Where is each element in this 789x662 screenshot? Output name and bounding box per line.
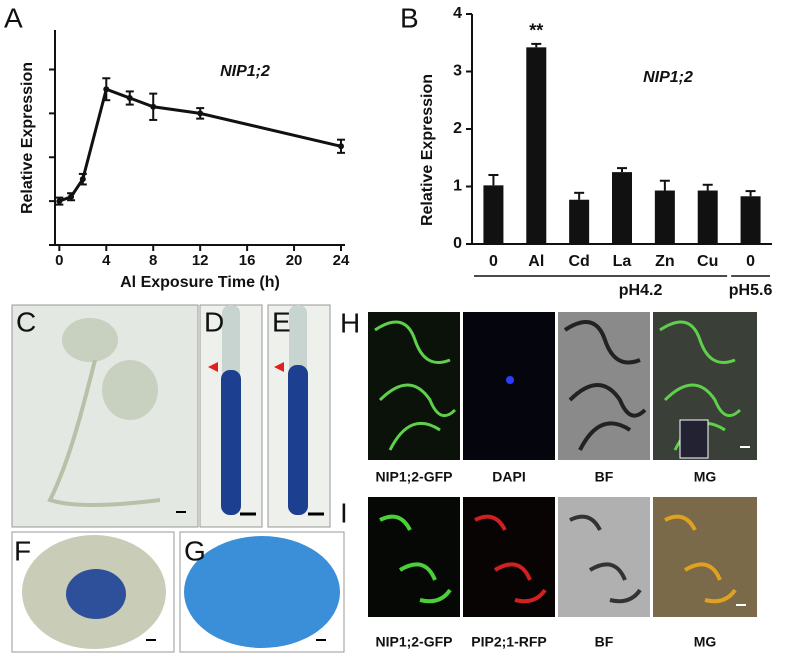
membrane bbox=[374, 320, 457, 451]
image-caption: PIP2;1-RFP bbox=[471, 634, 546, 650]
panel-label: C bbox=[16, 306, 36, 337]
y-axis-label: Relative Expression bbox=[419, 74, 436, 226]
dapi-image bbox=[463, 312, 555, 460]
group-label: pH4.2 bbox=[619, 282, 663, 299]
y-tick-label: 1 bbox=[453, 178, 462, 195]
point bbox=[197, 110, 204, 117]
bar bbox=[740, 196, 761, 244]
cotyledon bbox=[62, 318, 118, 362]
x-tick-label: 20 bbox=[286, 252, 303, 269]
x-tick-label: 8 bbox=[149, 252, 157, 269]
image-caption: BF bbox=[595, 634, 614, 650]
root bbox=[47, 359, 161, 507]
arrow bbox=[208, 362, 218, 372]
arrow bbox=[274, 362, 284, 372]
point bbox=[79, 176, 86, 183]
gfp-image bbox=[368, 497, 460, 617]
x-axis-label: Al Exposure Time (h) bbox=[120, 274, 280, 291]
x-tick-label: 0 bbox=[489, 253, 498, 270]
cotyledon bbox=[102, 360, 158, 420]
annotation: NIP1;2 bbox=[220, 63, 270, 80]
x-tick-label: Cd bbox=[568, 253, 589, 270]
point bbox=[126, 95, 133, 102]
bar bbox=[654, 190, 675, 244]
y-tick-label: 3 bbox=[453, 63, 462, 80]
x-tick-label: 16 bbox=[239, 252, 256, 269]
rfp-image bbox=[463, 497, 555, 617]
point bbox=[103, 86, 110, 93]
membrane bbox=[474, 514, 547, 604]
cell-wall bbox=[563, 320, 647, 451]
point bbox=[338, 143, 344, 150]
group-label: pH5.6 bbox=[729, 282, 773, 299]
membrane bbox=[664, 514, 737, 604]
gus-stain bbox=[288, 365, 308, 515]
image-caption: DAPI bbox=[492, 469, 525, 485]
point bbox=[150, 103, 157, 110]
panel-label: F bbox=[14, 535, 31, 566]
image-caption: BF bbox=[595, 469, 614, 485]
bar bbox=[612, 172, 632, 244]
nucleus bbox=[506, 376, 514, 384]
bar bbox=[526, 47, 547, 244]
image-caption: NIP1;2-GFP bbox=[375, 634, 452, 650]
y-tick-label: 0 bbox=[453, 235, 462, 252]
x-tick-label: 0 bbox=[55, 252, 63, 269]
image-caption: MG bbox=[694, 634, 717, 650]
stele bbox=[66, 569, 126, 619]
x-tick-label: 12 bbox=[192, 252, 209, 269]
x-tick-label: 4 bbox=[102, 252, 111, 269]
bar bbox=[697, 190, 718, 244]
point bbox=[56, 198, 63, 205]
y-tick-label: 2 bbox=[453, 120, 462, 137]
image-caption: NIP1;2-GFP bbox=[375, 469, 452, 485]
section bbox=[184, 536, 340, 648]
panel-label: H bbox=[340, 307, 360, 338]
panel-label: E bbox=[272, 306, 291, 337]
x-tick-label: Zn bbox=[655, 253, 675, 270]
bar bbox=[569, 199, 590, 244]
panel-label: A bbox=[4, 2, 23, 33]
x-tick-label: Al bbox=[528, 253, 544, 270]
panel-label: D bbox=[204, 306, 224, 337]
x-tick-label: 0 bbox=[746, 253, 755, 270]
image-caption: MG bbox=[694, 469, 717, 485]
significance: ** bbox=[529, 21, 543, 41]
y-axis-label: Relative Expression bbox=[19, 62, 36, 214]
x-tick-label: Cu bbox=[697, 253, 718, 270]
panel-label: G bbox=[184, 535, 206, 566]
images bbox=[11, 304, 757, 653]
y-tick-label: 4 bbox=[453, 5, 462, 22]
bf-image bbox=[558, 497, 650, 617]
membrane bbox=[379, 514, 452, 604]
x-tick-label: La bbox=[613, 253, 632, 270]
annotation: NIP1;2 bbox=[643, 69, 693, 86]
cell-wall bbox=[569, 514, 642, 604]
inset bbox=[679, 419, 709, 459]
merge-image bbox=[653, 497, 757, 617]
x-tick-label: 24 bbox=[333, 252, 350, 269]
series-line bbox=[58, 87, 342, 203]
bar bbox=[483, 185, 504, 244]
panel-label: B bbox=[400, 2, 419, 33]
panel-label: I bbox=[340, 497, 348, 528]
point bbox=[68, 193, 75, 200]
gus-stain bbox=[221, 370, 241, 515]
